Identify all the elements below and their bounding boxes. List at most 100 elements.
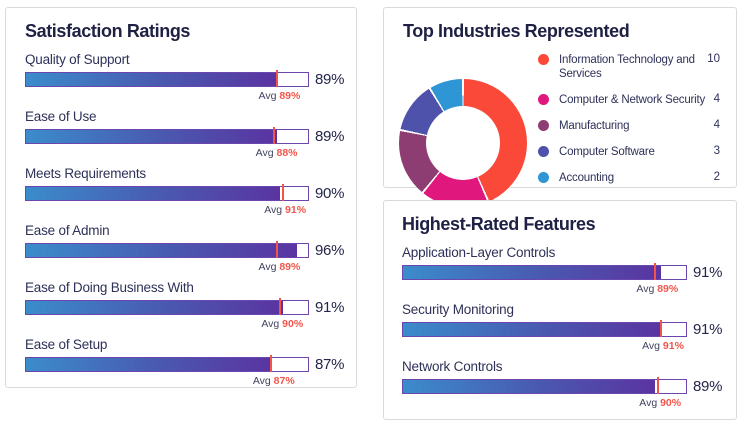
legend-item: Information Technology and Services 10 bbox=[538, 53, 722, 81]
bar-track bbox=[402, 377, 687, 394]
avg-label: Avg 87% bbox=[252, 375, 295, 387]
donut-hole bbox=[426, 106, 500, 180]
avg-tick bbox=[270, 355, 273, 372]
legend-label: Computer & Network Security bbox=[559, 94, 706, 106]
avg-label: Avg 91% bbox=[642, 340, 684, 352]
bar-row: Security Monitoring 91% Avg 91% bbox=[402, 301, 722, 353]
legend-dot-icon bbox=[538, 54, 549, 65]
top-industries-panel: Top Industries Represented Information T… bbox=[383, 7, 737, 207]
bar-row: Ease of Setup 87% Avg 87% bbox=[25, 336, 344, 388]
bar-label: Ease of Admin bbox=[25, 223, 110, 238]
legend-count: 4 bbox=[713, 93, 720, 105]
avg-row: Avg 91% bbox=[402, 339, 687, 353]
bar-value: 87% bbox=[315, 356, 345, 373]
satisfaction-ratings-panel: Satisfaction Ratings Quality of Support … bbox=[5, 7, 357, 388]
bar-label: Security Monitoring bbox=[402, 302, 514, 317]
bar-value: 89% bbox=[315, 128, 345, 145]
avg-row: Avg 89% bbox=[25, 260, 309, 274]
bar-fill bbox=[26, 244, 297, 257]
bar-track bbox=[25, 70, 309, 87]
avg-row: Avg 88% bbox=[25, 146, 309, 160]
legend-item: Manufacturing 4 bbox=[538, 119, 722, 133]
legend-count: 10 bbox=[707, 53, 720, 65]
bar-row: Ease of Use 89% Avg 88% bbox=[25, 108, 344, 160]
avg-row: Avg 87% bbox=[25, 374, 309, 388]
legend-dot-icon bbox=[538, 146, 549, 157]
avg-tick bbox=[653, 263, 656, 280]
bar-value: 91% bbox=[315, 299, 345, 316]
top-industries-title: Top Industries Represented bbox=[403, 21, 630, 41]
legend-label: Manufacturing bbox=[559, 120, 630, 132]
avg-label: Avg 91% bbox=[264, 204, 307, 216]
bar-fill bbox=[403, 266, 661, 279]
bar-label: Ease of Setup bbox=[25, 337, 108, 352]
bar-track bbox=[402, 263, 687, 280]
avg-label: Avg 89% bbox=[636, 283, 679, 295]
bar-track bbox=[25, 298, 309, 315]
bar-row: Quality of Support 89% Avg 89% bbox=[25, 51, 344, 103]
bar-value: 89% bbox=[315, 71, 345, 88]
bar-fill bbox=[403, 380, 655, 393]
bar-value: 91% bbox=[693, 264, 723, 281]
bar-label: Meets Requirements bbox=[25, 166, 146, 181]
avg-row: Avg 89% bbox=[25, 89, 309, 103]
bar-fill bbox=[26, 301, 283, 314]
legend-label: Computer Software bbox=[559, 146, 655, 158]
avg-label: Avg 89% bbox=[258, 261, 301, 273]
avg-tick bbox=[275, 70, 278, 87]
bar-fill bbox=[26, 73, 277, 86]
bar-row: Ease of Doing Business With 91% Avg 90% bbox=[25, 279, 344, 331]
legend-dot-icon bbox=[538, 94, 549, 105]
legend-item: Computer & Network Security 4 bbox=[538, 93, 722, 107]
avg-label: Avg 90% bbox=[639, 397, 682, 409]
legend-dot-icon bbox=[538, 172, 549, 183]
legend-label: Information Technology and Services bbox=[559, 54, 695, 80]
avg-tick bbox=[656, 377, 659, 394]
avg-row: Avg 91% bbox=[25, 203, 309, 217]
legend-count: 2 bbox=[713, 171, 720, 183]
bar-label: Quality of Support bbox=[25, 52, 130, 67]
avg-tick bbox=[281, 184, 284, 201]
satisfaction-ratings-title: Satisfaction Ratings bbox=[25, 21, 191, 41]
legend-item: Accounting 2 bbox=[538, 171, 722, 185]
bar-row: Network Controls 89% Avg 90% bbox=[402, 358, 722, 410]
avg-row: Avg 89% bbox=[402, 282, 687, 296]
industries-legend: Information Technology and Services 10 C… bbox=[538, 53, 722, 185]
bar-track bbox=[25, 355, 309, 372]
avg-label: Avg 90% bbox=[261, 318, 304, 330]
bar-label: Network Controls bbox=[402, 359, 503, 374]
legend-item: Computer Software 3 bbox=[538, 145, 722, 159]
legend-count: 4 bbox=[713, 119, 720, 131]
bar-value: 90% bbox=[315, 185, 345, 202]
bar-label: Application-Layer Controls bbox=[402, 245, 556, 260]
bar-value: 91% bbox=[693, 321, 723, 338]
bar-fill bbox=[403, 323, 661, 336]
industries-donut-chart bbox=[399, 79, 527, 207]
features-bar-chart: Application-Layer Controls 91% Avg 89% S… bbox=[402, 244, 722, 410]
bar-value: 96% bbox=[315, 242, 345, 259]
avg-tick bbox=[278, 298, 281, 315]
bar-label: Ease of Use bbox=[25, 109, 97, 124]
legend-label: Accounting bbox=[559, 172, 614, 184]
bar-track bbox=[25, 184, 309, 201]
avg-tick bbox=[275, 241, 278, 258]
avg-label: Avg 89% bbox=[258, 90, 301, 102]
avg-row: Avg 90% bbox=[402, 396, 687, 410]
avg-tick bbox=[273, 127, 276, 144]
bar-row: Meets Requirements 90% Avg 91% bbox=[25, 165, 344, 217]
bar-row: Application-Layer Controls 91% Avg 89% bbox=[402, 244, 722, 296]
bar-value: 89% bbox=[693, 378, 723, 395]
bar-row: Ease of Admin 96% Avg 89% bbox=[25, 222, 344, 274]
bar-fill bbox=[26, 358, 272, 371]
bar-fill bbox=[26, 130, 277, 143]
avg-row: Avg 90% bbox=[25, 317, 309, 331]
avg-label: Avg 88% bbox=[255, 147, 298, 159]
highest-rated-features-title: Highest-Rated Features bbox=[402, 214, 596, 234]
bar-track bbox=[25, 127, 309, 144]
bar-track bbox=[25, 241, 309, 258]
legend-count: 3 bbox=[713, 145, 720, 157]
bar-label: Ease of Doing Business With bbox=[25, 280, 194, 295]
highest-rated-features-panel: Highest-Rated Features Application-Layer… bbox=[383, 200, 737, 420]
bar-track bbox=[402, 320, 687, 337]
bar-fill bbox=[26, 187, 280, 200]
